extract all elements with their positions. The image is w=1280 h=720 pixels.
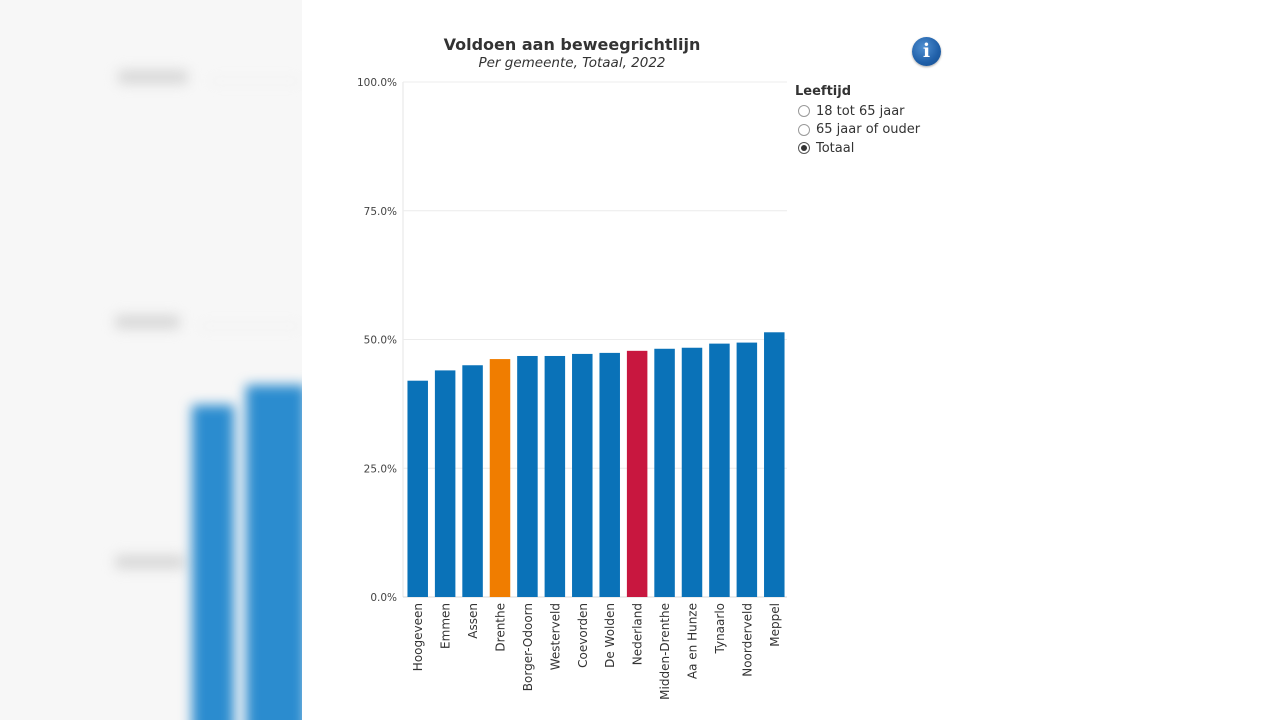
radio-totaal[interactable] [798, 142, 810, 155]
radio-18-65[interactable] [798, 105, 810, 118]
x-tick-label: Emmen [439, 603, 453, 649]
y-tick-label: 25.0% [364, 463, 397, 475]
x-tick-label: Aa en Hunze [686, 603, 700, 679]
y-tick-label: 0.0% [370, 592, 397, 604]
x-tick-label: Westerveld [548, 603, 562, 670]
bar-borger-odoorn[interactable] [517, 355, 538, 597]
info-glyph: i [922, 40, 931, 62]
x-tick-label: Hoogeveen [411, 603, 425, 671]
x-tick-label: Drenthe [494, 603, 508, 652]
y-tick-label: 50.0% [364, 335, 397, 347]
y-axis-ticks: 0.0% 25.0% 50.0% 75.0% 100.0% [357, 77, 397, 604]
legend-option-65-plus[interactable]: 65 jaar of ouder [795, 121, 920, 140]
bar-coevorden[interactable] [572, 353, 593, 597]
bars [407, 332, 785, 597]
x-tick-label: Midden-Drenthe [658, 603, 672, 700]
legend-option-label: 18 tot 65 jaar [816, 103, 905, 119]
y-tick-label: 100.0% [357, 77, 397, 89]
legend-option-18-65[interactable]: 18 tot 65 jaar [795, 102, 920, 121]
background-blur [0, 0, 302, 720]
x-tick-label: Borger-Odoorn [521, 603, 535, 691]
x-axis-labels: Hoogeveen Emmen Assen Drenthe Borger-Odoorn W… [411, 603, 782, 700]
x-tick-label: Nederland [631, 603, 645, 665]
bar-midden-drenthe[interactable] [654, 348, 675, 597]
x-tick-label: Assen [466, 603, 480, 639]
bar-westerveld[interactable] [544, 355, 566, 597]
y-tick-label: 75.0% [364, 206, 397, 218]
bar-nederland[interactable] [626, 350, 648, 597]
x-tick-label: Noorderveld [740, 603, 754, 677]
bar-drenthe[interactable] [489, 359, 511, 597]
radio-65-plus[interactable] [798, 123, 810, 136]
bar-noorderveld[interactable] [736, 342, 758, 597]
age-legend: Leeftijd 18 tot 65 jaar 65 jaar of ouder… [795, 84, 920, 158]
bar-aa-en-hunze[interactable] [681, 347, 703, 597]
bar-assen[interactable] [462, 365, 483, 597]
bar-meppel[interactable] [764, 332, 785, 597]
bar-emmen[interactable] [434, 370, 456, 597]
bar-hoogeveen[interactable] [407, 380, 428, 597]
x-tick-label: Meppel [768, 603, 782, 647]
chart-subtitle: Per gemeente, Totaal, 2022 [478, 55, 666, 71]
bar-de-wolden[interactable] [599, 352, 620, 597]
chart-title: Voldoen aan beweegrichtlijn [443, 35, 701, 54]
legend-option-totaal[interactable]: Totaal [795, 139, 920, 158]
x-tick-label: Coevorden [576, 603, 590, 668]
legend-title: Leeftijd [795, 84, 852, 99]
x-tick-label: De Wolden [603, 603, 617, 668]
bar-tynaarlo[interactable] [709, 343, 730, 597]
info-icon[interactable]: i [912, 37, 941, 66]
legend-option-label: Totaal [816, 140, 855, 156]
legend-option-label: 65 jaar of ouder [816, 122, 921, 138]
x-tick-label: Tynaarlo [713, 603, 727, 654]
chart-panel [302, 0, 1280, 720]
